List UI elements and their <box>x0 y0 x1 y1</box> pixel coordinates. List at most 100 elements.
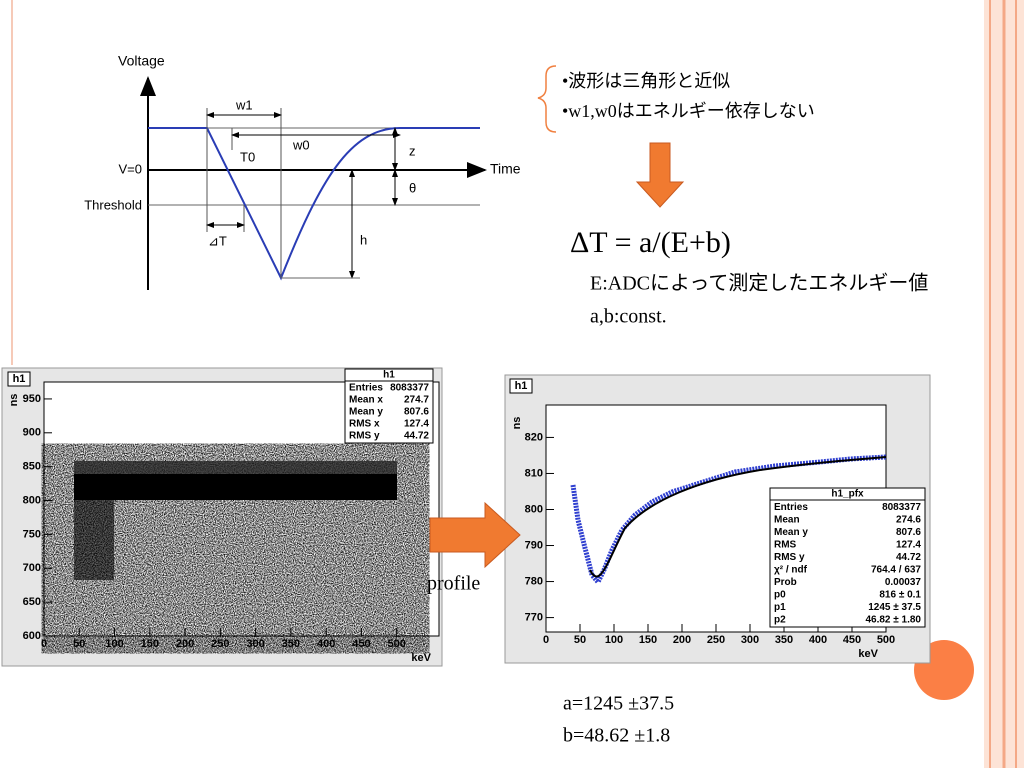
x-tick-label: 300 <box>246 638 264 650</box>
y-tick-label: 810 <box>525 467 543 479</box>
y-axis-label: ns <box>8 394 20 407</box>
y-tick-label: 790 <box>525 539 543 551</box>
stats-value: 274.6 <box>896 514 921 525</box>
stats-key: Mean y <box>774 527 808 538</box>
stats-title: h1_pfx <box>831 489 864 500</box>
y-tick-label: 900 <box>23 427 41 439</box>
x-axis-label: keV <box>858 648 878 660</box>
x-tick-label: 450 <box>352 638 370 650</box>
y-tick-label: 800 <box>23 494 41 506</box>
right-arrow <box>429 501 521 569</box>
stats-key: RMS y <box>774 552 805 563</box>
stats-key: Entries <box>349 383 383 394</box>
stats-box <box>769 487 926 628</box>
y-tick-label: 850 <box>23 461 41 473</box>
label: Time <box>490 161 521 177</box>
label: T0 <box>240 149 255 164</box>
stats-key: RMS <box>774 539 797 550</box>
stats-key: Mean x <box>349 395 383 406</box>
guide-lines <box>206 108 282 278</box>
formula-note: E:ADCによって測定したエネルギー値 <box>590 272 928 295</box>
formula: ΔT = a/(E+b) <box>570 226 731 259</box>
label: ⊿T <box>208 233 227 248</box>
stats-value: 8083377 <box>882 502 921 513</box>
profile-plot: 0 50 100 150 200 250 300 350 400 450 500 770 780 790 8… <box>504 374 931 664</box>
x-tick-label: 0 <box>41 638 47 650</box>
x-tick-label: 50 <box>574 634 586 646</box>
y-tick-label: 600 <box>23 630 41 642</box>
stats-value: 44.72 <box>896 552 921 563</box>
stats-value: 44.72 <box>404 431 429 442</box>
x-tick-label: 450 <box>843 634 861 646</box>
formula-note: a,b:const. <box>590 306 667 328</box>
stats-key: RMS x <box>349 419 380 430</box>
scatter-plot: 0 50 100 150 200 250 300 350 400 450 500 600 650 700 7… <box>1 367 443 667</box>
label: θ <box>409 180 416 195</box>
stats-key: RMS y <box>349 431 380 442</box>
result: b=48.62 ±1.8 <box>563 725 670 747</box>
x-tick-label: 100 <box>105 638 123 650</box>
stats-title: h1 <box>383 370 395 381</box>
stats-value: 816 ± 0.1 <box>879 589 921 600</box>
stats-value: 1245 ± 37.5 <box>868 602 921 613</box>
stats-key: Entries <box>774 502 808 513</box>
y-tick-label: 770 <box>525 611 543 623</box>
note: •w1,w0はエネルギー依存しない <box>562 101 815 121</box>
stats-value: 127.4 <box>896 539 921 550</box>
x-tick-label: 250 <box>707 634 725 646</box>
y-tick-label: 800 <box>525 503 543 515</box>
x-axis-label: keV <box>411 652 431 664</box>
x-tick-label: 300 <box>741 634 759 646</box>
x-tick-label: 500 <box>877 634 895 646</box>
x-tick-label: 50 <box>73 638 85 650</box>
profile-line <box>570 454 887 587</box>
x-tick-label: 0 <box>543 634 549 646</box>
stats-value: 127.4 <box>404 419 429 430</box>
label: w0 <box>292 137 310 152</box>
plot-tab-label: h1 <box>13 373 26 385</box>
fit-curve <box>589 456 887 578</box>
y-tick-label: 650 <box>23 596 41 608</box>
y-tick-label: 750 <box>23 528 41 540</box>
y-axis-label: ns <box>511 417 523 430</box>
x-tick-label: 200 <box>673 634 691 646</box>
x-tick-label: 350 <box>775 634 793 646</box>
x-tick-label: 500 <box>387 638 405 650</box>
stats-key: p2 <box>774 614 786 625</box>
label: w1 <box>235 97 253 112</box>
stats-value: 8083377 <box>390 383 429 394</box>
x-tick-label: 200 <box>176 638 194 650</box>
stats-key: χ² / ndf <box>774 564 808 575</box>
stats-key: Mean y <box>349 407 383 418</box>
result: a=1245 ±37.5 <box>563 693 674 715</box>
y-tick-label: 700 <box>23 562 41 574</box>
label: V=0 <box>119 161 143 176</box>
waveform <box>148 127 480 281</box>
plot-tab-label: h1 <box>515 380 528 392</box>
stats-value: 46.82 ± 1.80 <box>865 614 921 625</box>
x-tick-label: 250 <box>211 638 229 650</box>
note: •波形は三角形と近似 <box>562 71 730 91</box>
stats-key: Mean <box>774 514 800 525</box>
label: Voltage <box>118 53 165 69</box>
stats-value: 0.00037 <box>885 577 922 588</box>
plot-tab <box>509 378 533 394</box>
x-tick-label: 400 <box>809 634 827 646</box>
y-tick-label: 780 <box>525 575 543 587</box>
stats-value: 807.6 <box>896 527 921 538</box>
x-tick-label: 100 <box>605 634 623 646</box>
label: Threshold <box>84 197 142 212</box>
brace <box>537 65 557 133</box>
x-tick-label: 150 <box>141 638 159 650</box>
down-arrow <box>635 142 685 208</box>
y-tick-label: 950 <box>23 393 41 405</box>
waveform-diagram: Voltage Time V=0 Threshold w1 w0 T0 ⊿T z… <box>84 53 521 290</box>
density-dark <box>74 500 114 580</box>
arrow-label: profile <box>427 573 480 595</box>
stats-value: 764.4 / 637 <box>871 564 921 575</box>
label: z <box>409 143 416 158</box>
density-edge <box>74 461 397 474</box>
x-tick-label: 150 <box>639 634 657 646</box>
